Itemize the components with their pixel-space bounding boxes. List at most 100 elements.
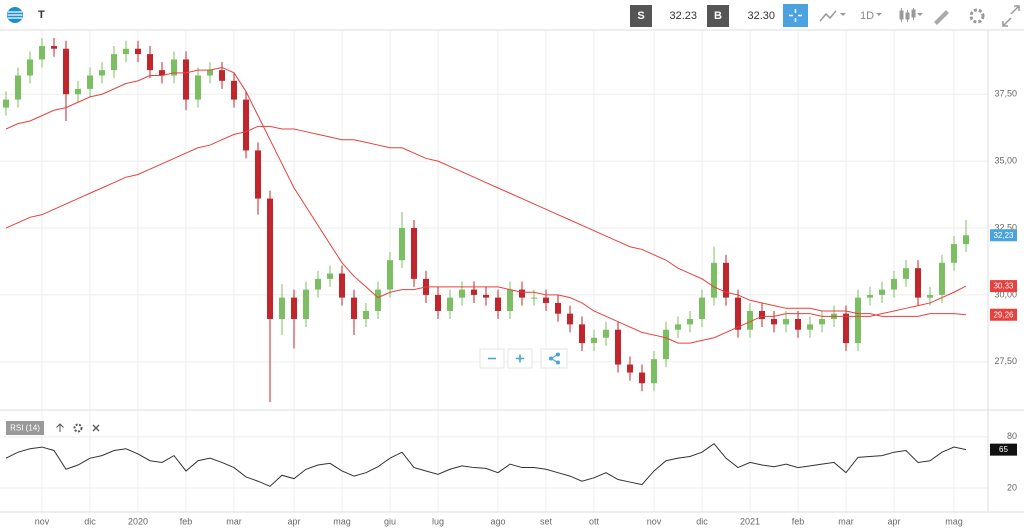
candle-body <box>699 297 705 320</box>
candle-body <box>483 294 489 298</box>
x-tick-label: mag <box>945 516 963 526</box>
sell-button[interactable] <box>630 5 652 27</box>
candle-body <box>627 364 633 373</box>
x-tick-label: mar <box>838 516 854 526</box>
candle-body <box>555 302 561 314</box>
candle-body <box>963 235 969 245</box>
share-icon <box>556 360 560 365</box>
candle-body <box>903 268 909 279</box>
candle-body <box>111 54 117 71</box>
candle-body <box>807 324 813 330</box>
candle-body <box>819 319 825 325</box>
candle-body <box>639 372 645 384</box>
candle-body <box>579 324 585 344</box>
candle-body <box>459 289 465 298</box>
indicator-close-button[interactable] <box>92 424 100 432</box>
candle-body <box>687 319 693 325</box>
buy-price: 32.30 <box>747 10 775 22</box>
x-tick-label: nov <box>647 516 662 526</box>
y-tick-label: 30,00 <box>994 289 1017 299</box>
expand-button[interactable] <box>1002 5 1020 27</box>
toolbar <box>0 0 1024 30</box>
x-tick-label: apr <box>287 516 300 526</box>
buy-button[interactable] <box>707 5 729 27</box>
x-tick-label: ott <box>589 516 600 526</box>
candle-body <box>363 310 369 320</box>
candle-body <box>615 329 621 365</box>
candle-body <box>591 337 597 344</box>
candle-body <box>543 297 549 303</box>
indicator-settings-button[interactable] <box>73 423 83 433</box>
candle-body <box>351 297 357 320</box>
candle-body <box>879 289 885 295</box>
candle-body <box>51 46 57 49</box>
share-icon <box>549 356 553 361</box>
zoom-controls <box>479 348 568 369</box>
indicator-label[interactable]: RSI (14) <box>10 424 40 433</box>
candle-body <box>99 70 105 76</box>
candle-body <box>663 329 669 360</box>
candle-body <box>399 228 405 261</box>
candle-body <box>267 198 273 320</box>
candle-body <box>915 268 921 298</box>
share-button[interactable] <box>540 348 568 369</box>
indicator-line <box>5 442 967 487</box>
candle-body <box>471 289 477 295</box>
candle-body <box>519 289 525 298</box>
candle-body <box>387 260 393 290</box>
interval-button[interactable]: 1D <box>860 10 874 22</box>
draw-button[interactable] <box>934 10 949 25</box>
moving-average <box>5 66 967 344</box>
candle-body <box>723 262 729 298</box>
candle-body <box>843 313 849 344</box>
price-tag-label: 30,33 <box>993 282 1014 291</box>
candle-body <box>27 59 33 76</box>
share-icon <box>556 352 560 357</box>
candle-body <box>507 289 513 311</box>
candle-body <box>603 329 609 338</box>
candle-body <box>939 262 945 295</box>
candle-body <box>447 297 453 311</box>
candle-body <box>279 297 285 320</box>
candle-body <box>231 80 237 100</box>
candle-body <box>15 75 21 100</box>
buy-label[interactable]: B <box>714 10 722 22</box>
candle-body <box>219 70 225 81</box>
x-tick-label: dic <box>84 516 96 526</box>
y-tick-label: 27,50 <box>994 356 1017 366</box>
price-tag <box>990 280 1017 293</box>
price-tag-label: 65 <box>999 445 1008 454</box>
dropdown-caret <box>917 13 923 16</box>
x-tick-label: feb <box>792 516 805 526</box>
price-tag <box>990 229 1017 242</box>
x-tick-label: feb <box>180 516 193 526</box>
x-tick-label: ago <box>490 516 505 526</box>
x-tick-label: dic <box>696 516 708 526</box>
move-up-button[interactable] <box>56 423 64 432</box>
candle-body <box>303 289 309 320</box>
candle-body <box>735 297 741 330</box>
y-tick-label: 35,00 <box>994 156 1017 166</box>
candle-body <box>87 75 93 89</box>
chart-type-button[interactable] <box>819 10 837 22</box>
candle-body <box>3 99 9 108</box>
candle-body <box>63 48 69 95</box>
crosshair-button[interactable] <box>783 4 808 27</box>
candle-body <box>171 59 177 76</box>
candle-type-button[interactable] <box>899 8 916 22</box>
moving-average <box>5 125 967 317</box>
candle-body <box>531 297 537 299</box>
indicator-label-box[interactable] <box>6 421 44 435</box>
candle-body <box>159 70 165 76</box>
dropdown-caret <box>876 13 882 16</box>
candle-body <box>867 294 873 298</box>
candle-body <box>339 273 345 298</box>
sell-label[interactable]: S <box>637 10 644 22</box>
settings-button[interactable] <box>969 8 985 24</box>
candle-body <box>759 310 765 320</box>
candle-body <box>255 150 261 199</box>
candle-body <box>327 273 333 279</box>
candle-body <box>711 262 717 298</box>
crosshair-icon <box>789 9 802 22</box>
